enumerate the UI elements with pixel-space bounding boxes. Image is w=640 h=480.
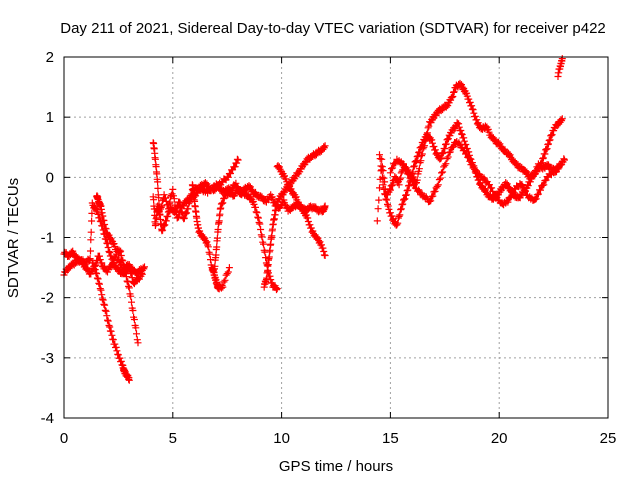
series-trace-n — [554, 55, 566, 80]
data-point-markers — [386, 138, 564, 209]
data-point-markers — [273, 162, 329, 259]
y-axis-label: SDTVAR / TECUs — [5, 178, 22, 298]
y-tick-label: -1 — [41, 230, 54, 247]
y-tick-label: -3 — [41, 350, 54, 367]
x-tick-label: 0 — [60, 430, 68, 447]
chart-title: Day 211 of 2021, Sidereal Day-to-day VTE… — [60, 20, 606, 37]
y-tick-label: 1 — [46, 109, 54, 126]
x-tick-label: 10 — [273, 430, 290, 447]
x-tick-label: 20 — [491, 430, 508, 447]
series-trace-j — [273, 162, 329, 259]
data-point-markers — [188, 181, 233, 293]
x-tick-label: 5 — [169, 430, 177, 447]
x-tick-label: 15 — [382, 430, 399, 447]
data-point-markers — [373, 79, 568, 225]
series-trace-k — [373, 79, 568, 225]
y-tick-labels: -4 -3 -2 -1 0 1 2 — [41, 49, 54, 427]
data-point-markers — [376, 115, 566, 229]
series-trace-l — [376, 115, 566, 229]
y-tick-label: -2 — [41, 290, 54, 307]
data-point-markers — [554, 55, 566, 80]
data-point-markers — [88, 259, 133, 384]
series-trace-h — [210, 184, 281, 294]
series-trace-i — [260, 142, 329, 291]
y-tick-label: 0 — [46, 169, 54, 186]
data-point-markers — [210, 184, 281, 294]
x-tick-label: 25 — [600, 430, 617, 447]
data-point-markers — [149, 139, 329, 235]
x-tick-labels: 0 5 10 15 20 25 — [60, 430, 617, 447]
data-point-markers — [260, 142, 329, 291]
series-trace-d — [88, 259, 133, 384]
x-axis-label: GPS time / hours — [279, 458, 393, 475]
grid-lines — [64, 57, 608, 418]
axis-ticks — [63, 56, 609, 419]
y-tick-label: -4 — [41, 410, 54, 427]
data-points — [60, 55, 568, 384]
series-trace-g — [188, 181, 233, 293]
y-tick-label: 2 — [46, 49, 54, 66]
series-trace-f — [149, 139, 329, 235]
series-trace-c — [93, 192, 142, 347]
data-point-markers — [93, 192, 142, 347]
series-trace-m — [386, 138, 564, 209]
